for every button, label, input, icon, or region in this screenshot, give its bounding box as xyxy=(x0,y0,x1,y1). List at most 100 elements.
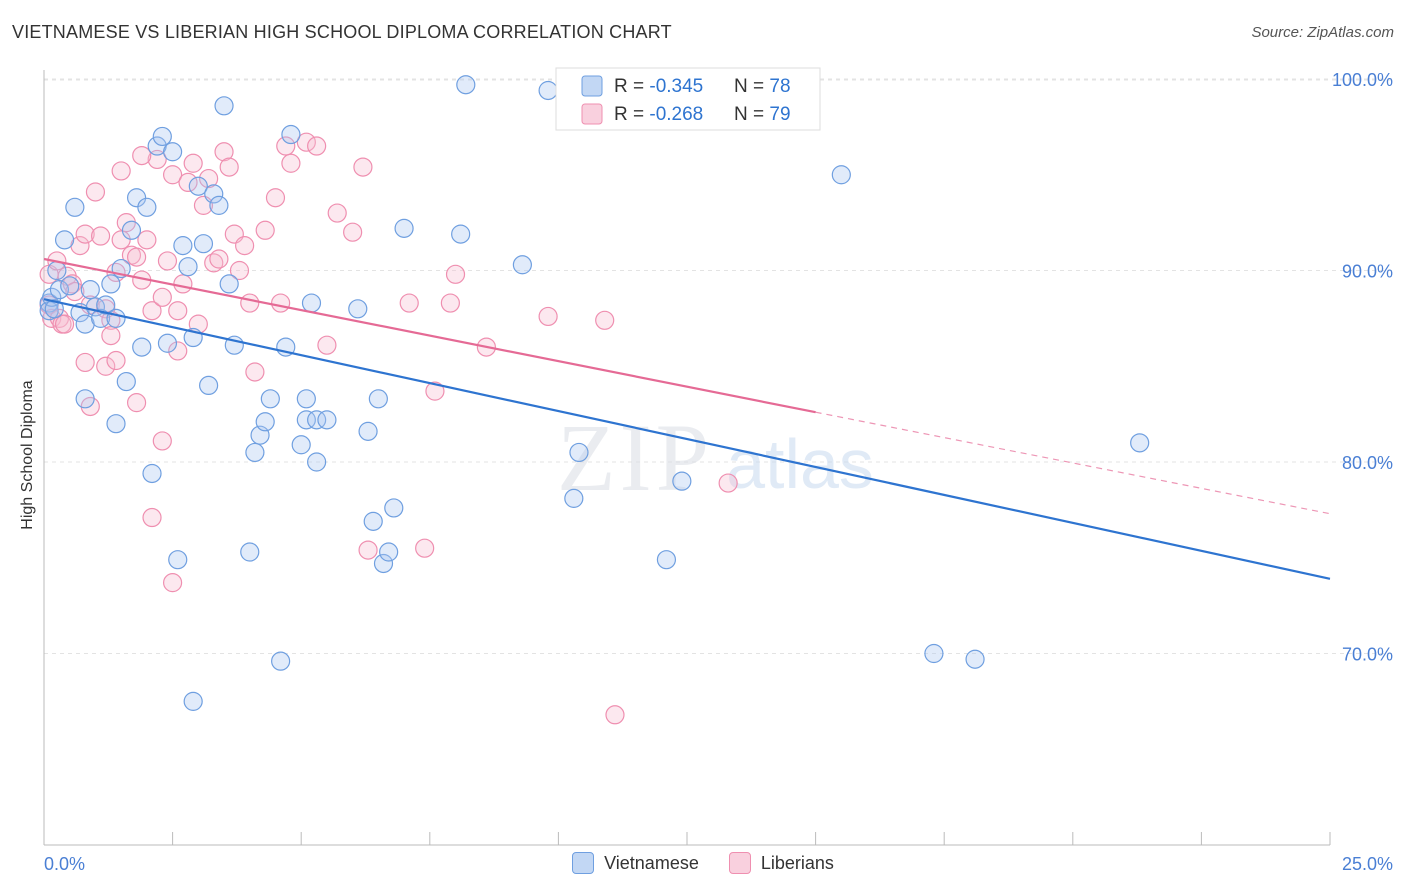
vietnamese-point xyxy=(54,230,75,250)
vietnamese-point xyxy=(363,511,383,531)
vietnamese-point xyxy=(245,442,265,463)
vietnamese-swatch xyxy=(572,852,595,874)
vietnamese-point xyxy=(656,550,677,570)
vietnamese-point xyxy=(512,255,532,275)
y-tick-label: 90.0% xyxy=(1342,262,1393,282)
vietnamese-point xyxy=(1130,433,1150,453)
vietnamese-point xyxy=(271,651,291,671)
vietnamese-point xyxy=(672,471,692,491)
vietnamese-point xyxy=(451,224,471,244)
vietnamese-point xyxy=(296,389,316,409)
watermark-zip: ZIP xyxy=(557,404,713,511)
liberians-point xyxy=(271,293,291,313)
liberians-point xyxy=(718,473,738,493)
liberians-point xyxy=(106,350,126,371)
liberians-point xyxy=(111,161,131,181)
vietnamese-point xyxy=(137,197,157,217)
liberians-point xyxy=(445,264,466,284)
liberians-point xyxy=(90,226,111,246)
liberians-point xyxy=(358,540,378,560)
legend-swatch-vietnamese xyxy=(581,75,603,97)
y-tick-label: 80.0% xyxy=(1342,453,1393,473)
liberians-point xyxy=(425,381,445,401)
liberians-point xyxy=(75,352,95,373)
vietnamese-point xyxy=(209,195,229,215)
liberians-point xyxy=(229,260,250,281)
legend-n-value-2: 79 xyxy=(769,104,790,125)
vietnamese-point xyxy=(291,435,311,455)
vietnamese-point xyxy=(65,197,85,217)
vietnamese-point xyxy=(126,188,147,208)
legend-r-label-2: R = xyxy=(614,104,649,125)
vietnamese-point xyxy=(373,553,394,574)
legend-item-liberians[interactable]: Liberians xyxy=(728,852,834,874)
liberians-point xyxy=(163,165,183,185)
liberians-point xyxy=(538,306,558,327)
vietnamese-point xyxy=(142,463,162,484)
vietnamese-point xyxy=(214,96,234,116)
vietnamese-point xyxy=(199,375,219,395)
vietnamese-point xyxy=(255,412,275,432)
vietnamese-point xyxy=(173,236,193,256)
liberians-point xyxy=(142,507,162,528)
liberians-point xyxy=(276,136,296,156)
vietnamese-point xyxy=(178,257,198,277)
vietnamese-point xyxy=(75,389,95,409)
svg-text:N = 78: N = 78 xyxy=(734,76,791,97)
vietnamese-point xyxy=(301,293,322,313)
vietnamese-point xyxy=(965,649,985,669)
x-tick-label: 25.0% xyxy=(1342,854,1393,874)
vietnamese-point xyxy=(163,142,183,162)
liberians-point xyxy=(353,157,373,177)
vietnamese-point xyxy=(219,274,239,294)
bottom-legend: Vietnamese Liberians xyxy=(0,852,1406,874)
vietnamese-point xyxy=(106,308,126,328)
vietnamese-point xyxy=(358,421,378,441)
vietnamese-point xyxy=(379,542,399,562)
legend-n-label-2: N = xyxy=(734,104,769,125)
liberians-point xyxy=(296,132,316,152)
liberians-point xyxy=(440,293,460,313)
liberians-point xyxy=(173,274,193,294)
liberians-point xyxy=(327,203,347,223)
legend-label-liberians: Liberians xyxy=(760,852,834,873)
liberians-point xyxy=(219,157,239,177)
legend-item-vietnamese[interactable]: Vietnamese xyxy=(572,852,699,874)
liberians-point xyxy=(137,230,157,250)
legend-box: R = -0.345 N = 78 R = -0.268 N = 79 xyxy=(555,67,821,131)
liberians-point xyxy=(54,314,75,334)
liberians-point xyxy=(75,224,95,244)
legend-swatch-liberians xyxy=(581,103,603,125)
liberians-point xyxy=(343,222,363,242)
axes xyxy=(43,70,1331,846)
vietnamese-point xyxy=(260,389,280,409)
liberians-point xyxy=(595,310,615,330)
liberians-point xyxy=(605,705,625,725)
vietnamese-point xyxy=(569,442,589,463)
vietnamese-point xyxy=(80,280,100,300)
liberians-trend-extension xyxy=(815,411,1331,515)
vietnamese-point xyxy=(281,124,301,145)
liberians-point xyxy=(281,153,301,173)
liberians-point xyxy=(399,293,419,313)
liberians-point xyxy=(85,182,106,202)
legend-n-label-1: N = xyxy=(734,76,769,97)
liberians-point xyxy=(126,393,147,413)
vietnamese-point xyxy=(831,165,851,185)
liberians-points xyxy=(39,132,738,725)
liberians-point xyxy=(168,341,188,361)
liberians-point xyxy=(152,431,172,451)
vietnamese-point xyxy=(538,80,558,101)
liberians-point xyxy=(142,301,162,321)
vietnamese-point xyxy=(106,414,126,434)
vietnamese-point xyxy=(193,234,214,254)
liberians-swatch xyxy=(728,852,751,874)
liberians-trend-line xyxy=(43,257,816,414)
vietnamese-point xyxy=(456,75,476,95)
vietnamese-point xyxy=(188,176,208,196)
legend-label-vietnamese: Vietnamese xyxy=(604,852,699,873)
source-label: Source: ZipAtlas.com xyxy=(1251,24,1394,41)
liberians-point xyxy=(317,335,337,355)
liberians-point xyxy=(415,538,435,558)
